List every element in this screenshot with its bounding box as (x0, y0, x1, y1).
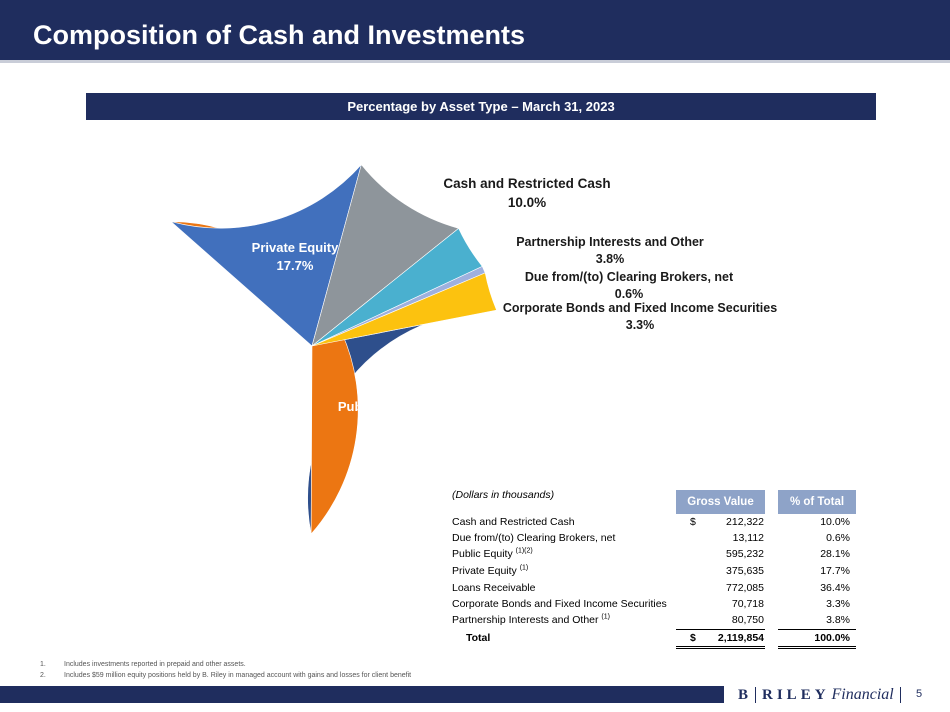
row-footnote-ref: (1) (519, 564, 529, 572)
row-pct: 17.7% (820, 565, 850, 577)
total-rule-pct-2 (778, 648, 856, 649)
row-gross: 70,718 (731, 598, 764, 610)
pie-label-clearing-brokers-name: Due from/(to) Clearing Brokers, net (524, 270, 734, 284)
logo-b: B (738, 686, 750, 703)
row-pct: 28.1% (820, 548, 850, 560)
pie-label-loans-receivable-value: 36.4% (205, 381, 243, 396)
row-name: Partnership Interests and Other (1) (452, 612, 610, 628)
pie-label-partnership-name: Partnership Interests and Other (516, 235, 704, 249)
table-row: Loans Receivable 772,085 36.4% (452, 580, 856, 596)
row-gross: 375,635 (726, 565, 764, 577)
row-name-text: Loans Receivable (452, 582, 536, 594)
row-name-text: Due from/(to) Clearing Brokers, net (452, 532, 616, 544)
pie-label-cash-name: Cash and Restricted Cash (443, 176, 611, 191)
page-title: Composition of Cash and Investments (33, 20, 526, 50)
footnote: 1. Includes investments reported in prepa… (40, 659, 411, 670)
header-divider (0, 60, 950, 63)
total-rule-pct-1 (778, 646, 856, 647)
footnote-number: 1. (40, 661, 46, 668)
table-row: Corporate Bonds and Fixed Income Securit… (452, 596, 856, 612)
row-footnote-ref: (1)(2) (515, 547, 533, 555)
pie-label-loans-receivable: Loans Receivable 36.4% (169, 362, 279, 398)
pie-label-partnership: Partnership Interests and Other 3.8% (516, 234, 704, 268)
pie-slice-private-equity (170, 164, 362, 347)
pie-label-cash: Cash and Restricted Cash 10.0% (443, 174, 610, 212)
row-name: Loans Receivable (452, 580, 535, 596)
table-row: Private Equity (1) 375,635 17.7% (452, 563, 856, 579)
row-currency: $ (690, 516, 696, 528)
row-pct: 10.0% (820, 516, 850, 528)
footnote-text: Includes $59 million equity positions he… (64, 672, 412, 679)
footnote-number: 2. (40, 672, 46, 679)
row-name: Private Equity (1) (452, 563, 528, 579)
chart-title: Percentage by Asset Type – March 31, 202… (86, 93, 876, 120)
row-name: Corporate Bonds and Fixed Income Securit… (452, 596, 667, 612)
pie-label-private-equity: Private Equity 17.7% (252, 239, 339, 275)
table-row: Public Equity (1)(2) 595,232 28.1% (452, 546, 856, 562)
table-units-note: (Dollars in thousands) (452, 489, 555, 501)
table-total-row: Total $ 2,119,854 100.0% (452, 630, 856, 646)
header-bar: Composition of Cash and Investments (0, 0, 950, 60)
pie-slice-corporate-bonds-and-fixed-income-securities (311, 272, 497, 347)
table-header-gross-value: Gross Value (676, 490, 765, 514)
row-gross: 80,750 (731, 614, 764, 626)
row-pct: 3.3% (826, 598, 850, 610)
footnote-text: Includes investments reported in prepaid… (64, 661, 246, 668)
total-gross: 2,119,854 (717, 632, 764, 644)
table-header-percent-total: % of Total (778, 490, 856, 514)
pie-label-cash-value: 10.0% (507, 195, 547, 210)
pie-label-public-equity-name: Public Equity (337, 399, 421, 414)
logo-separator-end (899, 687, 901, 703)
row-name-text: Partnership Interests and Other (452, 614, 599, 626)
footnotes: 1. Includes investments reported in prepa… (40, 659, 411, 681)
row-gross: 13,112 (732, 532, 764, 544)
row-gross: 772,085 (726, 582, 764, 594)
footer-bar (0, 686, 724, 703)
pie-label-public-equity: Public Equity 28.1% (338, 398, 420, 434)
row-pct: 0.6% (826, 532, 850, 544)
pie-label-partnership-value: 3.8% (595, 252, 625, 266)
table-row: Partnership Interests and Other (1) 80,7… (452, 612, 856, 628)
pie-label-corporate-bonds: Corporate Bonds and Fixed Income Securit… (503, 300, 777, 334)
row-gross: 595,232 (726, 548, 764, 560)
row-name: Cash and Restricted Cash (452, 514, 575, 530)
logo-financial: Financial (831, 686, 894, 703)
pie-label-corporate-bonds-value: 3.3% (625, 318, 655, 332)
row-name-text: Corporate Bonds and Fixed Income Securit… (452, 598, 667, 610)
row-name: Due from/(to) Clearing Brokers, net (452, 530, 615, 546)
pie-label-private-equity-name: Private Equity (251, 240, 339, 255)
pie-label-corporate-bonds-name: Corporate Bonds and Fixed Income Securit… (502, 301, 778, 315)
row-name-text: Public Equity (452, 548, 513, 560)
total-pct: 100.0% (814, 632, 850, 644)
pie-label-public-equity-value: 28.1% (360, 417, 398, 432)
row-pct: 3.8% (826, 614, 850, 626)
row-name-text: Cash and Restricted Cash (452, 516, 575, 528)
table-row: Due from/(to) Clearing Brokers, net 13,1… (452, 530, 856, 546)
subtotal-rule-pct (778, 629, 856, 630)
row-gross: 212,322 (726, 516, 764, 528)
pie-label-private-equity-value: 17.7% (276, 258, 314, 273)
row-footnote-ref: (1) (601, 613, 610, 621)
company-logo: B RILEY Financial (738, 685, 907, 705)
logo-riley: RILEY (762, 686, 830, 703)
logo-separator (755, 687, 757, 703)
total-rule-gross-2 (676, 648, 765, 649)
pie-label-clearing-brokers: Due from/(to) Clearing Brokers, net 0.6% (525, 269, 733, 303)
total-label: Total (466, 632, 491, 644)
pie-label-clearing-brokers-value: 0.6% (614, 287, 644, 301)
total-currency: $ (690, 632, 696, 644)
table-row: Cash and Restricted Cash $ 212,322 10.0% (452, 514, 856, 530)
pie-label-loans-receivable-name: Loans Receivable (169, 363, 279, 378)
page-number: 5 (916, 688, 923, 700)
total-rule-gross-1 (676, 646, 765, 647)
footnote: 2. Includes $59 million equity positions … (40, 670, 411, 681)
subtotal-rule-gross (676, 629, 765, 630)
row-name-text: Private Equity (452, 565, 517, 577)
row-pct: 36.4% (820, 582, 850, 594)
row-name: Public Equity (1)(2) (452, 546, 533, 562)
